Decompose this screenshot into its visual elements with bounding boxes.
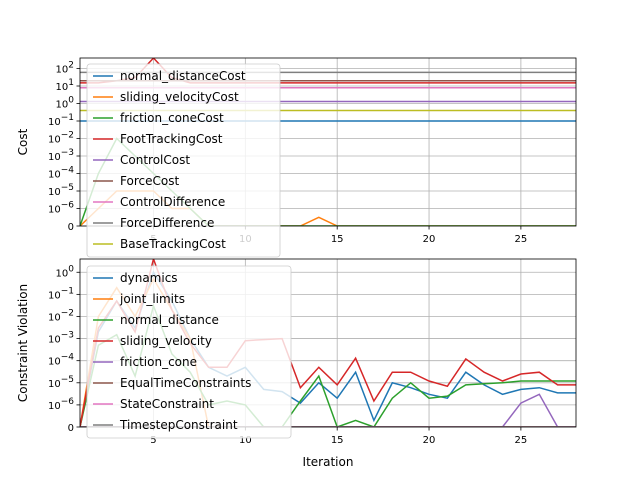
- y-tick-label: 10−6: [48, 201, 74, 216]
- legend-entry: friction_coneCost: [120, 111, 224, 125]
- x-tick-label: 25: [515, 435, 528, 446]
- legend-entry: sliding_velocity: [120, 334, 212, 348]
- x-tick-label: 25: [515, 234, 528, 245]
- y-tick-label: 102: [56, 61, 74, 76]
- x-tick-label: 10: [239, 435, 252, 446]
- y-tick-label: 100: [56, 96, 75, 111]
- x-tick-label: 5: [150, 435, 156, 446]
- legend-entry: StateConstraint: [120, 397, 214, 411]
- y-tick-label: 10−5: [48, 183, 74, 198]
- cost-chart: 51015202510210110010−110−210−310−410−510…: [16, 57, 577, 258]
- y-tick-label: 10−3: [48, 148, 74, 163]
- legend-entry: EqualTimeConstraints: [120, 376, 251, 390]
- x-tick-label: 20: [423, 234, 436, 245]
- legend-entry: TimestepConstraint: [119, 418, 238, 432]
- x-tick-label: 20: [423, 435, 436, 446]
- legend-entry: normal_distance: [120, 313, 219, 327]
- legend-entry: BaseTrackingCost: [120, 237, 226, 251]
- y-tick-label: 10−4: [48, 353, 74, 368]
- legend: dynamics joint_limits normal_distanceslidi…: [86, 265, 292, 439]
- x-tick-label: 15: [331, 435, 344, 446]
- y-axis-label: Cost: [16, 128, 30, 155]
- legend-entry: ControlDifference: [120, 195, 225, 209]
- y-tick-label: 10−3: [48, 331, 74, 346]
- legend-entry: sliding_velocityCost: [120, 90, 239, 104]
- y-tick-label: 100: [56, 264, 75, 279]
- constraint-violation-chart: 5 10 15 20 25 100 10−1 10−2 10−3 10−4 10−5 10−6 0 Con…: [16, 258, 577, 469]
- y-tick-label: 10−2: [48, 131, 74, 146]
- legend: normal_distanceCost sliding_velocityCostf…: [86, 63, 281, 258]
- x-axis-label: Iteration: [303, 455, 354, 469]
- legend-entry: ControlCost: [120, 153, 190, 167]
- y-tick-label: 10−1: [48, 113, 74, 128]
- axes-frame: [79, 57, 577, 227]
- y-axis-label: Constraint Violation: [16, 284, 30, 402]
- y-tick-label: 10−2: [48, 308, 74, 323]
- legend-entry: FootTrackingCost: [120, 132, 223, 146]
- y-tick-label: 101: [56, 78, 74, 93]
- y-tick-label: 10−4: [48, 166, 74, 181]
- legend-entry: ForceCost: [120, 174, 179, 188]
- x-tick-label: 15: [331, 234, 344, 245]
- legend-entry: dynamics: [120, 271, 178, 285]
- legend-entry: friction_cone: [120, 355, 197, 369]
- legend-entry: joint_limits: [119, 292, 185, 306]
- y-tick-label: 10−5: [48, 375, 74, 390]
- legend-entry: normal_distanceCost: [120, 69, 246, 83]
- axes-frame: [79, 258, 577, 428]
- y-tick-label: 10−1: [48, 286, 74, 301]
- y-tick-label: 0: [68, 222, 74, 233]
- legend-entry: ForceDifference: [120, 216, 214, 230]
- y-tick-label: 0: [68, 423, 74, 434]
- y-tick-label: 10−6: [48, 397, 74, 412]
